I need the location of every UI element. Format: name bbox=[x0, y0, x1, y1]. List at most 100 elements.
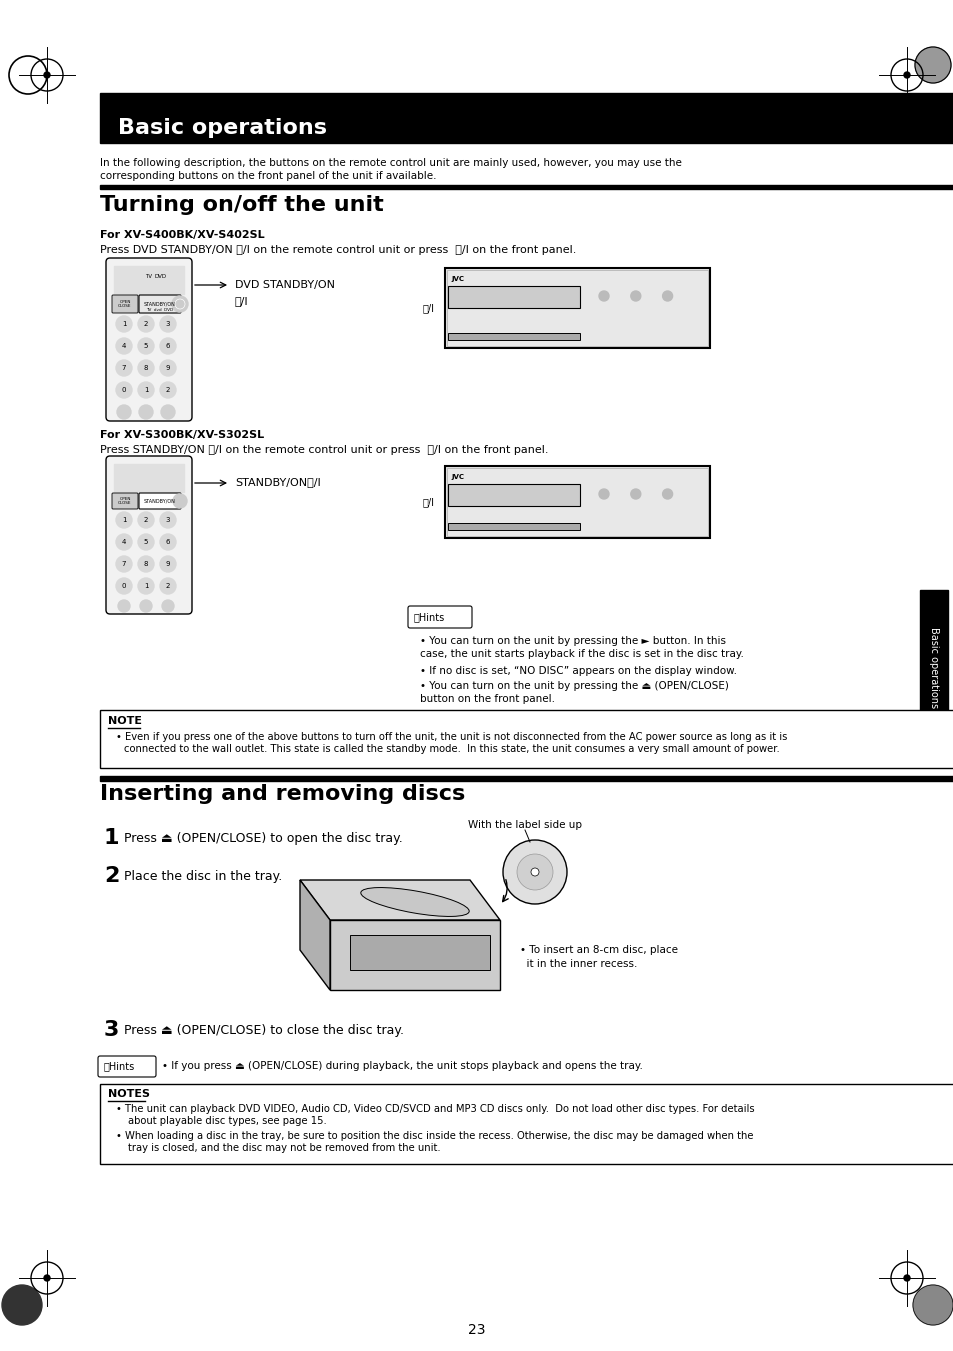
Bar bbox=[444, 267, 709, 349]
Bar bbox=[448, 523, 579, 530]
FancyBboxPatch shape bbox=[139, 493, 181, 509]
Text: 6: 6 bbox=[166, 539, 170, 544]
Circle shape bbox=[116, 359, 132, 376]
Text: 1: 1 bbox=[144, 584, 148, 589]
Text: In the following description, the buttons on the remote control unit are mainly : In the following description, the button… bbox=[100, 158, 681, 181]
Text: STANDBY/ON⏻/I: STANDBY/ON⏻/I bbox=[234, 477, 320, 486]
Text: 7: 7 bbox=[122, 561, 126, 567]
Text: 0: 0 bbox=[122, 584, 126, 589]
Circle shape bbox=[903, 1275, 909, 1281]
Text: connected to the wall outlet. This state is called the standby mode.  In this st: connected to the wall outlet. This state… bbox=[124, 744, 779, 754]
FancyBboxPatch shape bbox=[106, 258, 192, 422]
FancyBboxPatch shape bbox=[98, 1056, 156, 1077]
Polygon shape bbox=[350, 935, 490, 970]
Circle shape bbox=[161, 405, 174, 419]
Circle shape bbox=[903, 72, 909, 78]
Circle shape bbox=[116, 578, 132, 594]
Text: TV: TV bbox=[146, 274, 152, 280]
Circle shape bbox=[160, 534, 175, 550]
Text: • If no disc is set, “NO DISC” appears on the display window.: • If no disc is set, “NO DISC” appears o… bbox=[419, 666, 737, 676]
Bar bbox=[100, 185, 953, 189]
Text: Press STANDBY/ON ⏻/I on the remote control unit or press  ⏻/I on the front panel: Press STANDBY/ON ⏻/I on the remote contr… bbox=[100, 444, 548, 455]
Text: 1: 1 bbox=[122, 322, 126, 327]
Circle shape bbox=[44, 72, 50, 78]
Text: ⏻/I: ⏻/I bbox=[422, 497, 435, 507]
Circle shape bbox=[914, 47, 950, 82]
Circle shape bbox=[662, 489, 672, 499]
Bar bbox=[447, 467, 707, 536]
Circle shape bbox=[116, 534, 132, 550]
Text: For XV-S300BK/XV-S302SL: For XV-S300BK/XV-S302SL bbox=[100, 430, 264, 440]
Bar bbox=[448, 332, 579, 340]
Text: 7: 7 bbox=[122, 365, 126, 372]
Text: about playable disc types, see page 15.: about playable disc types, see page 15. bbox=[128, 1116, 327, 1125]
Circle shape bbox=[598, 290, 608, 301]
Circle shape bbox=[662, 290, 672, 301]
Text: Press ⏏ (OPEN/CLOSE) to open the disc tray.: Press ⏏ (OPEN/CLOSE) to open the disc tr… bbox=[124, 832, 402, 844]
Circle shape bbox=[160, 382, 175, 399]
Text: 2: 2 bbox=[166, 386, 170, 393]
Text: 8: 8 bbox=[144, 365, 148, 372]
Circle shape bbox=[531, 867, 538, 875]
Circle shape bbox=[138, 534, 153, 550]
Bar bbox=[113, 463, 184, 492]
Text: 5: 5 bbox=[144, 539, 148, 544]
Text: OPEN
CLOSE: OPEN CLOSE bbox=[118, 300, 132, 308]
Bar bbox=[447, 270, 707, 346]
Text: 2: 2 bbox=[166, 584, 170, 589]
Circle shape bbox=[160, 512, 175, 528]
Text: • To insert an 8-cm disc, place: • To insert an 8-cm disc, place bbox=[519, 944, 678, 955]
Bar bbox=[100, 775, 953, 781]
Polygon shape bbox=[299, 880, 330, 990]
Circle shape bbox=[138, 578, 153, 594]
Bar bbox=[448, 286, 579, 308]
Text: JVC: JVC bbox=[451, 276, 463, 282]
Circle shape bbox=[138, 382, 153, 399]
FancyBboxPatch shape bbox=[106, 457, 192, 613]
Text: NOTES: NOTES bbox=[108, 1089, 150, 1098]
Circle shape bbox=[160, 557, 175, 571]
Circle shape bbox=[138, 512, 153, 528]
Bar bbox=[100, 1084, 953, 1165]
Text: 9: 9 bbox=[166, 561, 170, 567]
Circle shape bbox=[44, 1275, 50, 1281]
Circle shape bbox=[162, 600, 173, 612]
Text: OPEN
CLOSE: OPEN CLOSE bbox=[118, 497, 132, 505]
Text: • Even if you press one of the above buttons to turn off the unit, the unit is n: • Even if you press one of the above but… bbox=[116, 732, 786, 742]
Text: • You can turn on the unit by pressing the ⏏ (OPEN/CLOSE)
button on the front pa: • You can turn on the unit by pressing t… bbox=[419, 681, 728, 704]
Text: 23: 23 bbox=[468, 1323, 485, 1337]
Text: 8: 8 bbox=[144, 561, 148, 567]
Text: 3: 3 bbox=[166, 517, 170, 523]
Text: 2: 2 bbox=[144, 517, 148, 523]
Circle shape bbox=[117, 405, 131, 419]
FancyBboxPatch shape bbox=[139, 295, 181, 313]
Bar bbox=[113, 266, 184, 295]
Bar bbox=[100, 93, 953, 143]
Text: Basic operations: Basic operations bbox=[118, 118, 327, 138]
Text: • You can turn on the unit by pressing the ► button. In this
case, the unit star: • You can turn on the unit by pressing t… bbox=[419, 636, 743, 659]
Text: 5: 5 bbox=[144, 343, 148, 349]
Text: 6: 6 bbox=[166, 343, 170, 349]
Bar bbox=[100, 711, 953, 767]
Text: Inserting and removing discs: Inserting and removing discs bbox=[100, 784, 465, 804]
Text: Press ⏏ (OPEN/CLOSE) to close the disc tray.: Press ⏏ (OPEN/CLOSE) to close the disc t… bbox=[124, 1024, 403, 1038]
Circle shape bbox=[517, 854, 553, 890]
Text: 4: 4 bbox=[122, 539, 126, 544]
Text: 1: 1 bbox=[104, 828, 119, 848]
FancyBboxPatch shape bbox=[112, 295, 138, 313]
Bar bbox=[444, 466, 709, 538]
Circle shape bbox=[502, 840, 566, 904]
Polygon shape bbox=[299, 880, 499, 920]
Text: DVD STANDBY/ON: DVD STANDBY/ON bbox=[234, 280, 335, 290]
Text: 💡Hints: 💡Hints bbox=[104, 1061, 135, 1071]
Text: 2: 2 bbox=[144, 322, 148, 327]
FancyBboxPatch shape bbox=[408, 607, 472, 628]
Circle shape bbox=[116, 316, 132, 332]
Ellipse shape bbox=[360, 888, 469, 916]
Text: 0: 0 bbox=[122, 386, 126, 393]
Circle shape bbox=[160, 316, 175, 332]
Circle shape bbox=[912, 1285, 952, 1325]
Text: NOTE: NOTE bbox=[108, 716, 142, 725]
Text: TV  dvd  DVD: TV dvd DVD bbox=[146, 308, 173, 312]
Text: JVC: JVC bbox=[451, 474, 463, 480]
